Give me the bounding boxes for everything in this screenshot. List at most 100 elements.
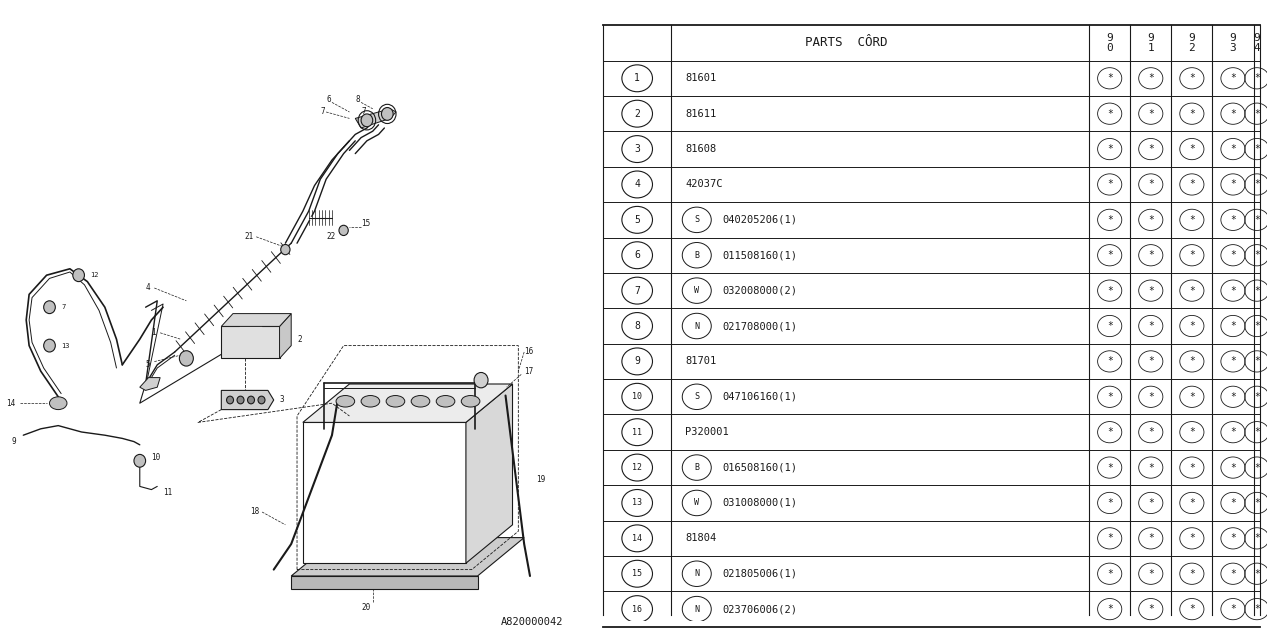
- Text: *: *: [1107, 144, 1112, 154]
- Text: 10: 10: [151, 453, 161, 462]
- Text: *: *: [1254, 285, 1260, 296]
- Polygon shape: [356, 109, 396, 128]
- Text: 17: 17: [525, 367, 534, 376]
- Text: *: *: [1254, 533, 1260, 543]
- Text: 6: 6: [635, 250, 640, 260]
- Text: *: *: [1254, 569, 1260, 579]
- Ellipse shape: [436, 396, 454, 407]
- Text: 031008000(1): 031008000(1): [722, 498, 797, 508]
- Text: W: W: [694, 499, 699, 508]
- Text: 032008000(2): 032008000(2): [722, 285, 797, 296]
- Text: 9: 9: [1230, 33, 1236, 43]
- Text: 16: 16: [525, 348, 534, 356]
- Text: 11: 11: [163, 488, 173, 497]
- Text: *: *: [1189, 392, 1194, 402]
- Text: 13: 13: [61, 342, 69, 349]
- Text: 81601: 81601: [685, 74, 717, 83]
- Text: 81611: 81611: [685, 109, 717, 118]
- Text: *: *: [1230, 356, 1236, 367]
- Text: 22: 22: [326, 232, 335, 241]
- Text: *: *: [1254, 215, 1260, 225]
- Text: *: *: [1148, 498, 1153, 508]
- Text: *: *: [1230, 321, 1236, 331]
- Circle shape: [237, 396, 244, 404]
- Text: *: *: [1230, 179, 1236, 189]
- Circle shape: [44, 301, 55, 314]
- Text: *: *: [1254, 144, 1260, 154]
- Text: *: *: [1230, 250, 1236, 260]
- Text: 81804: 81804: [685, 533, 717, 543]
- Circle shape: [280, 244, 291, 255]
- Text: *: *: [1107, 356, 1112, 367]
- Text: *: *: [1230, 215, 1236, 225]
- Text: 3: 3: [279, 396, 284, 404]
- Text: A820000042: A820000042: [500, 617, 563, 627]
- Text: *: *: [1230, 392, 1236, 402]
- Text: *: *: [1230, 604, 1236, 614]
- Text: *: *: [1230, 144, 1236, 154]
- Text: 12: 12: [632, 463, 643, 472]
- Circle shape: [44, 339, 55, 352]
- Ellipse shape: [361, 396, 380, 407]
- Text: *: *: [1230, 498, 1236, 508]
- Ellipse shape: [461, 396, 480, 407]
- Text: *: *: [1148, 250, 1153, 260]
- Text: *: *: [1148, 604, 1153, 614]
- Text: 7: 7: [361, 108, 366, 116]
- Text: *: *: [1189, 179, 1194, 189]
- Text: *: *: [1148, 144, 1153, 154]
- Text: 81701: 81701: [685, 356, 717, 367]
- Circle shape: [339, 225, 348, 236]
- Text: W: W: [694, 286, 699, 295]
- Circle shape: [361, 114, 372, 127]
- Polygon shape: [466, 384, 512, 563]
- Text: 20: 20: [361, 604, 370, 612]
- Text: *: *: [1148, 569, 1153, 579]
- Ellipse shape: [411, 396, 430, 407]
- Text: *: *: [1254, 250, 1260, 260]
- Text: *: *: [1230, 533, 1236, 543]
- Text: 9: 9: [1189, 33, 1196, 43]
- Text: 040205206(1): 040205206(1): [722, 215, 797, 225]
- Text: *: *: [1189, 604, 1194, 614]
- Text: *: *: [1189, 74, 1194, 83]
- Text: *: *: [1189, 498, 1194, 508]
- Text: 16: 16: [632, 605, 643, 614]
- Polygon shape: [221, 390, 274, 410]
- Text: *: *: [1107, 74, 1112, 83]
- Text: 8: 8: [356, 95, 360, 104]
- Text: *: *: [1107, 109, 1112, 118]
- Text: 11: 11: [632, 428, 643, 436]
- Polygon shape: [221, 314, 292, 326]
- Text: *: *: [1189, 321, 1194, 331]
- Text: *: *: [1189, 463, 1194, 472]
- Text: *: *: [1107, 569, 1112, 579]
- Text: 42037C: 42037C: [685, 179, 723, 189]
- Text: 047106160(1): 047106160(1): [722, 392, 797, 402]
- Text: 5: 5: [146, 360, 150, 369]
- Text: 81608: 81608: [685, 144, 717, 154]
- Polygon shape: [303, 422, 466, 563]
- Text: *: *: [1189, 250, 1194, 260]
- Text: 15: 15: [361, 220, 370, 228]
- Text: *: *: [1189, 533, 1194, 543]
- Text: *: *: [1254, 109, 1260, 118]
- Text: *: *: [1254, 463, 1260, 472]
- Text: *: *: [1189, 109, 1194, 118]
- Text: *: *: [1148, 392, 1153, 402]
- Text: B: B: [694, 463, 699, 472]
- Text: 14: 14: [632, 534, 643, 543]
- Polygon shape: [221, 320, 279, 358]
- Text: *: *: [1107, 463, 1112, 472]
- Text: 7: 7: [635, 285, 640, 296]
- Text: 14: 14: [6, 399, 15, 408]
- Text: *: *: [1107, 250, 1112, 260]
- Text: 7: 7: [61, 304, 65, 310]
- Text: *: *: [1254, 356, 1260, 367]
- Text: 8: 8: [635, 321, 640, 331]
- Text: *: *: [1148, 215, 1153, 225]
- Text: 15: 15: [632, 569, 643, 578]
- Text: *: *: [1189, 356, 1194, 367]
- Text: S: S: [694, 215, 699, 225]
- Polygon shape: [292, 576, 477, 589]
